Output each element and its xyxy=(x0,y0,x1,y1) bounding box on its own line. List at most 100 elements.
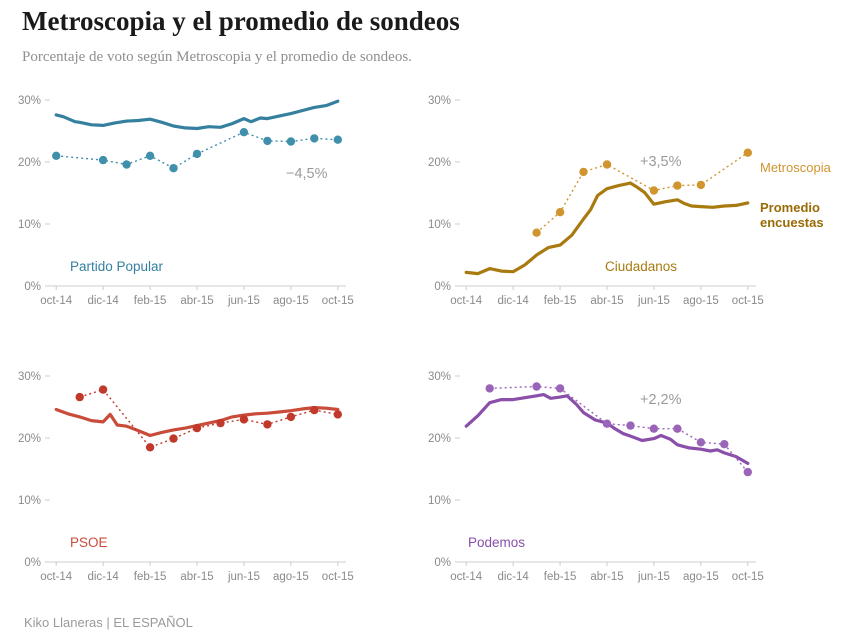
legend-promedio-label: Promedio encuestas xyxy=(760,200,824,230)
metroscopia-dot xyxy=(626,421,635,430)
x-tick-label: jun-15 xyxy=(227,571,260,583)
metroscopia-dot xyxy=(696,180,706,190)
metroscopia-dot xyxy=(602,419,612,428)
x-tick-label: oct-14 xyxy=(40,571,73,583)
metroscopia-dot xyxy=(286,137,296,146)
y-tick-label: 10% xyxy=(18,219,41,231)
metroscopia-dot xyxy=(602,160,612,169)
y-tick-label: 10% xyxy=(428,495,451,507)
metroscopia-dot xyxy=(696,438,706,447)
x-tick-label: abr-15 xyxy=(180,295,213,307)
y-tick-label: 30% xyxy=(428,95,451,107)
x-tick-label: ago-15 xyxy=(273,295,309,307)
y-tick-label: 30% xyxy=(428,371,451,383)
header: Metroscopia y el promedio de sondeos Por… xyxy=(22,6,460,66)
x-tick-label: abr-15 xyxy=(590,295,623,307)
chart-panel-psoe: oct-14 dic-14 feb-15 abr-15 jun-15 ago-15 oct-… xyxy=(8,366,360,594)
x-tick-label: feb-15 xyxy=(134,295,167,307)
y-tick-label: 20% xyxy=(18,157,41,169)
annotation: +3,5% xyxy=(640,154,682,170)
metroscopia-dot xyxy=(192,149,202,159)
x-tick-label: oct-15 xyxy=(732,571,764,583)
x-tick-label: abr-15 xyxy=(590,571,623,583)
metroscopia-dot xyxy=(649,424,659,433)
metroscopia-dot xyxy=(555,208,565,217)
metroscopia-dot xyxy=(532,228,541,237)
x-tick-label: feb-15 xyxy=(134,571,167,583)
party-label: Podemos xyxy=(468,535,525,550)
y-tick-label: 20% xyxy=(428,157,451,169)
promedio-line xyxy=(54,99,340,131)
metroscopia-dot xyxy=(673,181,682,190)
party-label: Partido Popular xyxy=(70,259,164,274)
x-tick-label: dic-14 xyxy=(87,295,119,307)
y-tick-label: 10% xyxy=(428,219,451,231)
chart-partido-popular: oct-14 dic-14 feb-15 abr-15 jun-15 ago-15 oct-… xyxy=(18,95,354,307)
metroscopia-dot xyxy=(286,412,296,422)
metroscopia-dot xyxy=(263,136,272,146)
x-tick-label: jun-15 xyxy=(637,295,670,307)
metroscopia-dot xyxy=(743,467,752,477)
x-tick-label: jun-15 xyxy=(227,295,260,307)
x-tick-label: oct-14 xyxy=(40,295,73,307)
metroscopia-dot xyxy=(555,384,565,393)
x-tick-label: oct-14 xyxy=(450,295,483,307)
metroscopia-dot xyxy=(145,443,155,452)
y-tick-label: 0% xyxy=(24,281,41,293)
party-label: PSOE xyxy=(70,535,108,550)
promedio-line xyxy=(464,181,750,276)
chart-panel-podemos: oct-14 dic-14 feb-15 abr-15 jun-15 ago-15 oct-… xyxy=(418,366,770,594)
metroscopia-dot xyxy=(216,418,225,428)
y-tick-label: 0% xyxy=(434,281,451,293)
metroscopia-dot xyxy=(169,434,178,443)
x-tick-label: oct-15 xyxy=(322,295,354,307)
metroscopia-dot xyxy=(720,440,729,449)
metroscopia-dot xyxy=(98,155,108,165)
metroscopia-dot xyxy=(169,164,178,173)
y-tick-label: 20% xyxy=(18,433,41,445)
metroscopia-dot xyxy=(192,423,202,433)
x-tick-label: oct-14 xyxy=(450,571,483,583)
metroscopia-dot xyxy=(145,151,155,160)
x-tick-label: oct-15 xyxy=(732,295,764,307)
metroscopia-dot xyxy=(579,167,588,177)
annotation: −4,5% xyxy=(286,166,328,182)
metroscopia-dot xyxy=(485,384,494,393)
metroscopia-dot xyxy=(98,385,108,394)
metroscopia-dot xyxy=(333,410,342,419)
x-tick-label: ago-15 xyxy=(683,295,719,307)
chart-psoe: oct-14 dic-14 feb-15 abr-15 jun-15 ago-15 oct-… xyxy=(18,371,354,583)
x-tick-label: ago-15 xyxy=(273,571,309,583)
metroscopia-dot xyxy=(649,186,659,195)
metroscopia-dot xyxy=(52,151,61,160)
chart-panel-partido-popular: oct-14 dic-14 feb-15 abr-15 jun-15 ago-15 oct-… xyxy=(8,90,360,318)
promedio-line xyxy=(464,393,750,465)
page-title: Metroscopia y el promedio de sondeos xyxy=(22,6,460,36)
metroscopia-dot xyxy=(310,134,319,143)
promedio-line xyxy=(54,406,340,438)
metroscopia-dot xyxy=(75,392,84,402)
x-tick-label: oct-15 xyxy=(322,571,354,583)
y-tick-label: 0% xyxy=(434,557,451,569)
metroscopia-dot xyxy=(333,135,342,144)
x-tick-label: dic-14 xyxy=(87,571,119,583)
metroscopia-line xyxy=(79,388,338,449)
y-tick-label: 30% xyxy=(18,371,41,383)
x-tick-label: feb-15 xyxy=(544,571,577,583)
party-label: Ciudadanos xyxy=(605,259,677,274)
page-subtitle: Porcentaje de voto según Metroscopia y e… xyxy=(22,49,412,65)
x-tick-label: dic-14 xyxy=(497,295,529,307)
x-tick-label: dic-14 xyxy=(497,571,529,583)
metroscopia-dot xyxy=(673,424,682,433)
legend-metroscopia-label: Metroscopia xyxy=(760,160,831,175)
chart-panel-ciudadanos: oct-14 dic-14 feb-15 abr-15 jun-15 ago-15 oct-… xyxy=(418,90,770,318)
y-tick-label: 20% xyxy=(428,433,451,445)
footer-credit: Kiko Llaneras | EL ESPAÑOL xyxy=(24,615,193,630)
x-tick-label: feb-15 xyxy=(544,295,577,307)
x-tick-label: ago-15 xyxy=(683,571,719,583)
chart-podemos: oct-14 dic-14 feb-15 abr-15 jun-15 ago-15 oct-… xyxy=(428,371,764,583)
y-tick-label: 30% xyxy=(18,95,41,107)
metroscopia-dot xyxy=(239,128,249,137)
x-tick-label: jun-15 xyxy=(637,571,670,583)
